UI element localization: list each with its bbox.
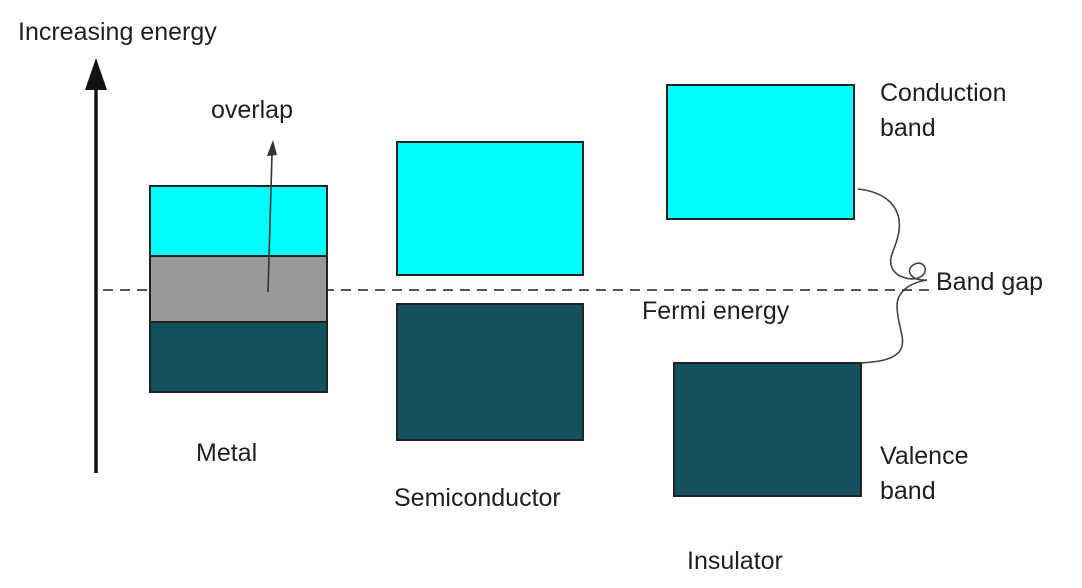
overlap-label: overlap bbox=[211, 96, 293, 124]
conduction-band-label: Conduction band bbox=[880, 79, 1007, 142]
energy-axis-label: Increasing energy bbox=[18, 18, 217, 46]
band-gap-squiggle bbox=[857, 188, 928, 364]
semiconductor-valence-band-block bbox=[396, 303, 584, 441]
insulator-label: Insulator bbox=[687, 547, 783, 575]
overlap-arrow bbox=[267, 140, 277, 293]
fermi-energy-label: Fermi energy bbox=[642, 297, 790, 325]
semiconductor-label: Semiconductor bbox=[394, 484, 561, 512]
valence-band-label: Valence band bbox=[880, 442, 969, 505]
metal-overlap-region-block bbox=[151, 255, 326, 321]
metal-valence-band-block bbox=[151, 321, 326, 391]
energy-axis-arrow bbox=[85, 58, 107, 473]
metal-band-stack bbox=[149, 185, 328, 393]
semiconductor-conduction-band-block bbox=[396, 141, 584, 276]
band-gap-label: Band gap bbox=[936, 268, 1044, 296]
metal-label: Metal bbox=[196, 439, 258, 467]
metal-conduction-band-block bbox=[151, 187, 326, 255]
insulator-valence-band-block bbox=[673, 362, 862, 497]
insulator-conduction-band-block bbox=[666, 84, 855, 220]
